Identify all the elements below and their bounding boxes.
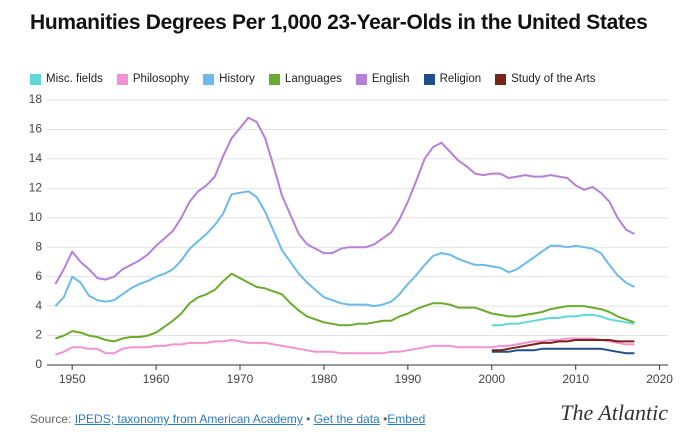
logo: The Atlantic bbox=[560, 400, 668, 425]
source-label: Source: bbox=[30, 412, 72, 426]
series-line bbox=[491, 347, 635, 355]
y-tick-label: 0 bbox=[35, 357, 42, 371]
legend-swatch bbox=[268, 73, 280, 85]
x-tick-label: 1990 bbox=[394, 372, 421, 386]
y-tick-label: 10 bbox=[29, 210, 43, 224]
series-line bbox=[55, 337, 635, 356]
x-tick-label: 1970 bbox=[227, 372, 254, 386]
source-link[interactable]: IPEDS; taxonomy from American Academy bbox=[74, 412, 303, 426]
legend-swatch bbox=[495, 73, 507, 85]
series-line bbox=[491, 313, 635, 327]
legend-swatch bbox=[203, 73, 215, 85]
legend-swatch bbox=[423, 73, 435, 85]
legend-item: Philosophy bbox=[116, 73, 190, 85]
legend-label: Study of the Arts bbox=[511, 73, 596, 85]
legend-label: English bbox=[371, 73, 410, 85]
y-tick-label: 6 bbox=[35, 269, 42, 283]
legend-item: Religion bbox=[423, 73, 482, 85]
legend-label: Languages bbox=[284, 73, 342, 85]
legend-label: Religion bbox=[439, 73, 482, 85]
legend-item: Languages bbox=[268, 73, 342, 85]
data-link[interactable]: Get the data bbox=[313, 412, 380, 426]
separator: • bbox=[383, 412, 388, 426]
legend-item: History bbox=[203, 73, 255, 85]
x-tick-label: 2010 bbox=[562, 372, 589, 386]
y-tick-label: 12 bbox=[29, 181, 43, 195]
series-line bbox=[54, 116, 635, 285]
x-tick-label: 1960 bbox=[143, 372, 170, 386]
chart-title: Humanities Degrees Per 1,000 23-Year-Old… bbox=[30, 11, 648, 34]
legend-label: Misc. fields bbox=[46, 73, 103, 85]
legend-item: Study of the Arts bbox=[495, 73, 596, 85]
legend-label: Philosophy bbox=[132, 73, 190, 85]
y-tick-label: 14 bbox=[29, 151, 43, 165]
y-tick-label: 16 bbox=[29, 122, 43, 136]
legend-swatch bbox=[30, 73, 41, 85]
legend-swatch bbox=[355, 73, 367, 85]
x-tick-label: 2000 bbox=[478, 372, 505, 386]
x-tick-label: 1980 bbox=[311, 372, 338, 386]
x-tick-label: 1950 bbox=[59, 372, 86, 386]
legend-label: History bbox=[219, 73, 255, 85]
y-tick-label: 18 bbox=[29, 92, 43, 106]
footer: Source: IPEDS; taxonomy from American Ac… bbox=[30, 412, 425, 426]
series-line bbox=[54, 190, 635, 308]
legend-item: English bbox=[355, 73, 410, 85]
legend: Misc. fields Philosophy History Languages En… bbox=[30, 73, 596, 85]
separator: • bbox=[306, 412, 311, 426]
legend-swatch bbox=[116, 73, 128, 85]
series-line bbox=[55, 272, 635, 343]
legend-item: Misc. fields bbox=[30, 73, 103, 85]
series-line bbox=[491, 339, 635, 352]
y-tick-label: 8 bbox=[35, 239, 42, 253]
y-tick-label: 2 bbox=[35, 328, 42, 342]
x-tick-label: 2020 bbox=[646, 372, 673, 386]
embed-link[interactable]: Embed bbox=[387, 412, 426, 426]
y-tick-label: 4 bbox=[35, 298, 42, 312]
